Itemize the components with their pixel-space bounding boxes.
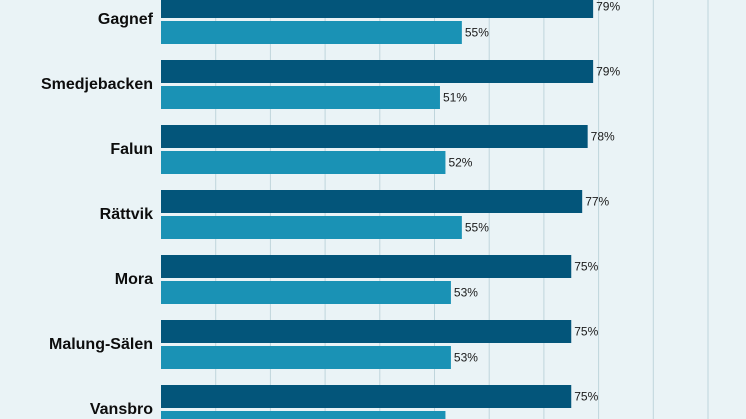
category-label: Mora	[115, 271, 153, 288]
value-label: 53%	[454, 286, 478, 300]
category-label: Falun	[110, 141, 153, 158]
bar-primary	[161, 190, 583, 213]
value-label: 77%	[585, 195, 609, 209]
bar-primary	[161, 385, 572, 408]
category-label: Vansbro	[90, 401, 153, 418]
value-label: 55%	[465, 221, 489, 235]
value-label: 79%	[596, 65, 620, 79]
bar-primary	[161, 255, 572, 278]
value-label: 75%	[574, 325, 598, 339]
bar-primary	[161, 0, 594, 18]
category-label: Malung-Sälen	[49, 336, 153, 353]
bar-primary	[161, 320, 572, 343]
bar-secondary	[161, 216, 462, 239]
value-label: 53%	[454, 351, 478, 365]
bar-secondary	[161, 411, 446, 419]
category-label: Gagnef	[98, 11, 154, 28]
bar-secondary	[161, 281, 451, 304]
value-label: 55%	[465, 26, 489, 40]
category-label: Rättvik	[100, 206, 153, 223]
bars	[161, 0, 594, 419]
bar-secondary	[161, 86, 440, 109]
bar-primary	[161, 60, 594, 83]
value-label: 75%	[574, 260, 598, 274]
bar-secondary	[161, 21, 462, 44]
labels: 79% 55% Gagnef 79% 51% Smedjebacken 78% 52% Falu…	[41, 0, 621, 418]
value-label: 78%	[591, 130, 615, 144]
value-label: 52%	[448, 156, 472, 170]
category-label: Smedjebacken	[41, 76, 153, 93]
bar-secondary	[161, 346, 451, 369]
value-label: 51%	[443, 91, 467, 105]
bar-primary	[161, 125, 588, 148]
value-label: 79%	[596, 0, 620, 14]
value-label: 75%	[574, 390, 598, 404]
bar-secondary	[161, 151, 446, 174]
